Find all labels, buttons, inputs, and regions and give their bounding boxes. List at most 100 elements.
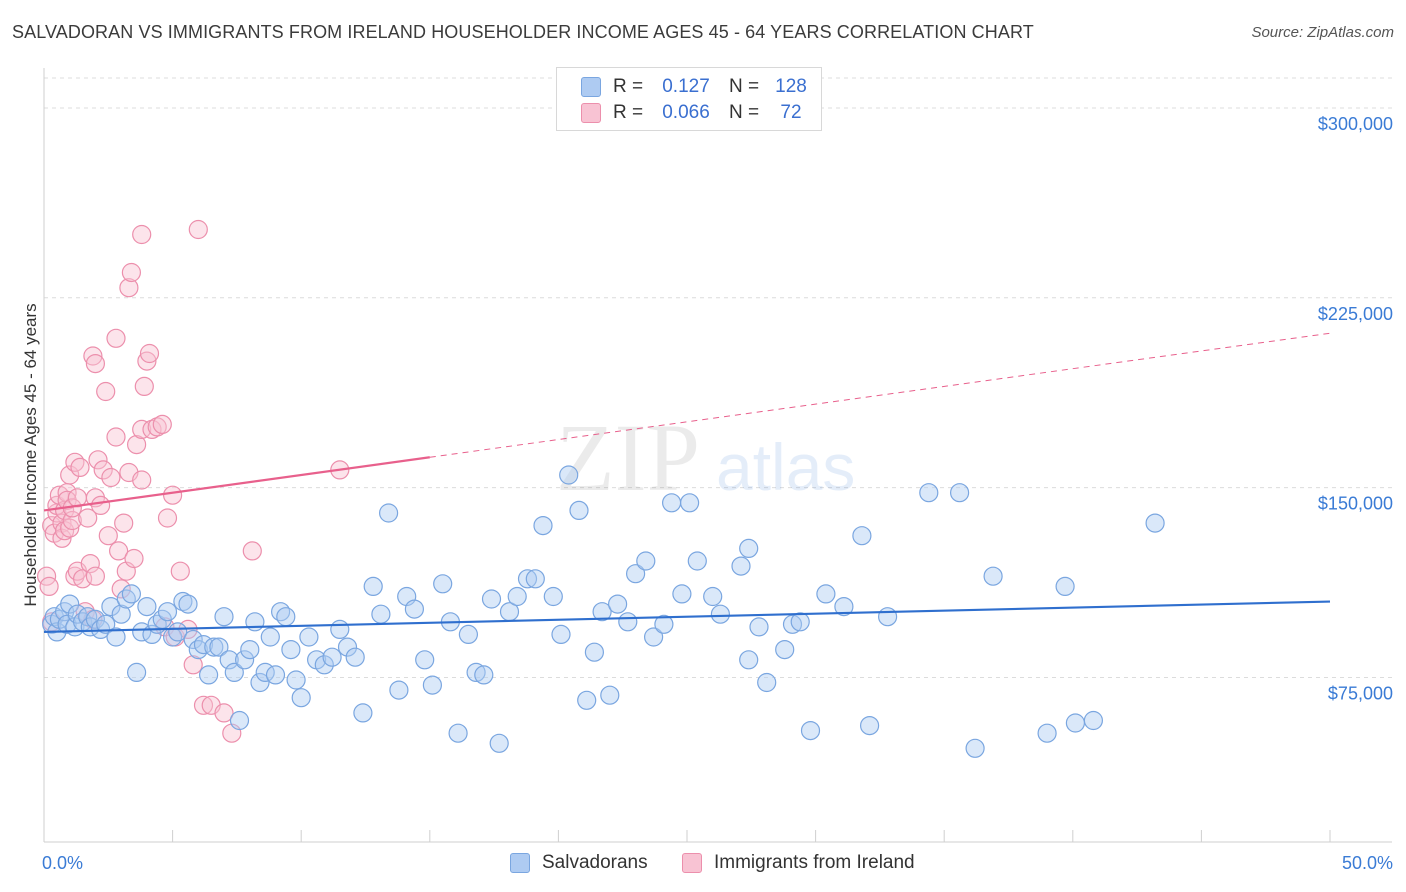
salvadorans-point [379,503,399,523]
ireland-point [78,508,98,528]
watermark-zip: ZIP [556,404,700,511]
salvadorans-point [919,483,939,503]
trend-lines [43,332,1331,634]
salvadorans-point [229,710,250,731]
salvadorans-point [551,624,571,645]
ireland-point [98,526,118,546]
salvadorans-point [183,629,203,650]
ireland-point [119,278,139,298]
salvadorans-point [173,591,193,612]
ireland-point [139,343,160,364]
salvadorans-point [592,602,612,622]
n-value: 128 [775,76,807,97]
salvadorans-point [404,599,424,619]
salvadorans-point [687,551,707,571]
salvadorans-point [250,672,270,693]
x-tick-label: 50.0% [1342,853,1393,873]
legend-item-salvadorans[interactable]: Salvadorans [510,852,648,874]
salvadorans-point [137,596,157,617]
ireland-point [106,328,126,348]
salvadorans-point [852,526,872,546]
ireland-point [157,508,178,528]
salvadorans-point [422,675,442,695]
salvadorans-point [731,556,751,576]
salvadorans-point [1037,723,1057,743]
salvadorans-point [607,594,628,614]
salvadorans-point [121,584,141,604]
ireland-point [242,541,262,561]
salvadorans-point [415,650,435,670]
salvadorans-point [559,465,579,485]
ireland-point [70,457,90,477]
x-tick-labels: 0.0% 50.0% [42,853,1393,873]
y-tick-labels: $75,000 $150,000 $225,000 $300,000 [1318,114,1393,704]
salvadorans-point [116,589,136,609]
salvadorans-point [983,566,1003,586]
ireland-point [106,427,126,447]
ireland-point [124,548,144,569]
salvadorans-point [474,665,494,685]
salvadorans-point [57,614,77,634]
legend-item-ireland[interactable]: Immigrants from Ireland [682,852,915,874]
salvadorans-point [643,627,664,647]
axes [43,68,1392,843]
ireland-point [132,224,152,245]
salvadorans-point [800,720,821,741]
salvadorans-point [291,688,311,708]
legend-label-salvadorans: Salvadorans [542,852,648,873]
salvadorans-point [533,515,553,536]
legend-swatch-ireland [682,853,702,873]
stats-legend: R = 0.127 N = 128 R = 0.066 N = 72 [556,67,822,131]
ireland-point [101,467,121,488]
n-label: N = [728,76,760,97]
ireland-point [90,495,111,515]
ireland-point [39,576,59,597]
salvadorans-point [569,500,589,520]
watermark: ZIP atlas [556,404,855,511]
y-tick-label: $75,000 [1328,683,1393,703]
ireland-point [214,703,234,723]
y-tick-label: $150,000 [1318,494,1393,514]
ireland-point [132,419,152,439]
salvadorans-point [1083,710,1104,731]
salvadorans-point [481,589,502,609]
ireland-point [60,518,80,538]
ireland-point [108,541,129,561]
ireland-point [170,561,190,581]
ireland-point [127,435,147,455]
watermark-atlas: atlas [716,430,855,504]
n-value: 72 [780,102,802,123]
salvadorans-point [949,483,970,503]
salvadorans-point [543,586,563,607]
ireland-point [121,262,141,283]
salvadorans-point [204,637,224,657]
stats-row-ireland: R = 0.066 N = 72 [581,101,815,125]
salvadorans-point [389,680,409,700]
salvadorans-point [322,647,342,667]
series-legend: Salvadorans Immigrants from Ireland [0,852,1406,878]
ireland-trend-line-extrapolated [429,332,1331,458]
salvadorans-point [816,584,836,604]
salvadorans-point [337,637,358,657]
salvadorans-point [199,665,219,685]
r-value: 0.127 [662,76,710,97]
salvadorans-point [507,586,527,607]
y-tick-label: $225,000 [1318,304,1393,324]
ireland-point [52,528,72,548]
salvadorans-point [790,612,810,632]
salvadorans-point [299,627,319,647]
salvadorans-point [749,617,769,637]
salvadorans-point [1055,576,1075,597]
ireland-point [80,553,100,574]
salvadorans-point [672,584,692,604]
salvadorans-point [353,703,373,723]
salvadorans-point [679,493,700,513]
salvadorans-point [834,596,854,617]
salvadorans-point [517,569,538,589]
salvadorans-point [330,619,350,640]
ireland-swatch [581,103,601,123]
salvadorans-point [286,670,306,690]
source-credit: Source: ZipAtlas.com [1251,24,1394,41]
ireland-point [193,695,214,715]
salvadorans-point [577,690,597,710]
